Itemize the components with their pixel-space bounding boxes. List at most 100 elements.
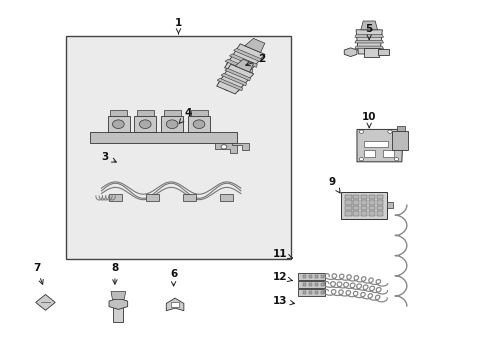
Bar — [352, 206, 359, 210]
Polygon shape — [111, 292, 125, 300]
Polygon shape — [171, 302, 179, 307]
Text: 8: 8 — [111, 263, 118, 284]
Polygon shape — [298, 281, 325, 288]
Bar — [314, 283, 317, 286]
Polygon shape — [341, 192, 386, 219]
Bar — [352, 200, 359, 205]
Polygon shape — [298, 289, 325, 296]
Bar — [360, 195, 366, 199]
Text: 13: 13 — [272, 296, 294, 306]
Bar — [376, 211, 383, 216]
Polygon shape — [391, 131, 407, 150]
Polygon shape — [113, 307, 123, 322]
Bar — [360, 211, 366, 216]
Polygon shape — [224, 68, 250, 81]
Bar — [314, 275, 317, 278]
Bar — [352, 195, 359, 199]
Bar — [344, 195, 351, 199]
Bar — [303, 291, 305, 294]
Polygon shape — [146, 194, 159, 201]
Polygon shape — [226, 58, 253, 73]
Bar — [352, 211, 359, 216]
Polygon shape — [244, 39, 264, 53]
Bar — [314, 291, 317, 294]
Bar — [320, 283, 323, 286]
Polygon shape — [188, 116, 210, 132]
Bar — [376, 195, 383, 199]
Bar — [303, 283, 305, 286]
Polygon shape — [377, 49, 388, 55]
Polygon shape — [354, 46, 383, 49]
Polygon shape — [190, 110, 207, 116]
Polygon shape — [224, 44, 264, 76]
Bar — [320, 275, 323, 278]
Text: 11: 11 — [272, 249, 292, 259]
Polygon shape — [356, 130, 402, 162]
Text: 3: 3 — [102, 152, 116, 162]
Bar — [363, 150, 374, 157]
Circle shape — [394, 158, 398, 161]
Bar — [308, 283, 311, 286]
Polygon shape — [355, 30, 382, 54]
Polygon shape — [109, 298, 127, 309]
Circle shape — [358, 130, 363, 133]
Circle shape — [139, 120, 151, 129]
Bar — [320, 291, 323, 294]
Polygon shape — [110, 110, 127, 116]
Bar — [368, 206, 375, 210]
Polygon shape — [235, 59, 253, 72]
Text: 12: 12 — [272, 272, 292, 282]
Polygon shape — [354, 40, 383, 43]
Polygon shape — [229, 54, 257, 67]
Polygon shape — [232, 143, 249, 150]
Text: 2: 2 — [245, 54, 264, 66]
Text: 9: 9 — [328, 177, 340, 193]
Polygon shape — [221, 73, 246, 86]
Polygon shape — [233, 49, 261, 62]
Circle shape — [387, 130, 391, 133]
Bar — [368, 195, 375, 199]
Text: 4: 4 — [179, 108, 192, 123]
Polygon shape — [396, 126, 405, 131]
Bar — [383, 150, 393, 157]
Bar — [344, 211, 351, 216]
Polygon shape — [36, 294, 55, 310]
Polygon shape — [344, 48, 356, 57]
Polygon shape — [161, 116, 183, 132]
Polygon shape — [218, 77, 243, 91]
Polygon shape — [354, 35, 383, 37]
Bar — [344, 206, 351, 210]
Polygon shape — [224, 59, 252, 73]
Polygon shape — [109, 194, 122, 201]
Circle shape — [221, 145, 226, 149]
Text: 6: 6 — [170, 269, 177, 286]
Polygon shape — [90, 132, 237, 143]
Polygon shape — [134, 116, 156, 132]
Polygon shape — [386, 202, 392, 208]
Bar — [363, 141, 387, 147]
Circle shape — [193, 120, 204, 129]
Polygon shape — [360, 21, 377, 30]
Bar — [368, 200, 375, 205]
Circle shape — [166, 120, 178, 129]
Bar — [303, 275, 305, 278]
Polygon shape — [166, 298, 183, 311]
Bar — [360, 200, 366, 205]
Polygon shape — [216, 64, 253, 94]
Polygon shape — [107, 116, 129, 132]
Polygon shape — [220, 194, 233, 201]
Polygon shape — [298, 273, 325, 280]
Polygon shape — [357, 40, 380, 54]
Bar — [308, 291, 311, 294]
Bar — [360, 206, 366, 210]
Bar — [308, 275, 311, 278]
Text: 7: 7 — [33, 263, 43, 284]
Polygon shape — [137, 110, 154, 116]
Polygon shape — [217, 78, 242, 91]
Bar — [344, 200, 351, 205]
Bar — [368, 211, 375, 216]
Polygon shape — [215, 143, 237, 153]
Bar — [376, 200, 383, 205]
Polygon shape — [183, 194, 196, 201]
Text: 1: 1 — [175, 18, 182, 34]
